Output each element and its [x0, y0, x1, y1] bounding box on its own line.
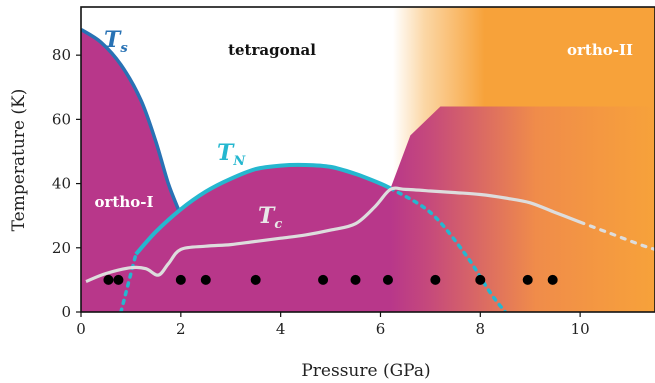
y-tick-label: 20 — [52, 239, 71, 257]
data-point — [350, 274, 361, 285]
curve-label-tn-sub: N — [232, 154, 246, 169]
x-tick-label: 2 — [176, 320, 186, 338]
tc-curve-dashed — [578, 220, 655, 251]
transition-region-fill — [390, 106, 655, 312]
region-label-ortho-ii: ortho-II — [567, 41, 633, 59]
tc-curve — [85, 186, 581, 283]
y-tick-label: 0 — [61, 303, 71, 321]
curve-label-tc-sub: c — [274, 217, 282, 232]
axes: 0 2 4 6 8 10 0 20 40 60 80 — [52, 6, 655, 338]
y-tick-label: 80 — [52, 46, 71, 64]
y-axis-ticks: 0 20 40 60 80 — [52, 46, 81, 321]
data-points-layer — [103, 274, 558, 285]
x-tick-label: 6 — [376, 320, 386, 338]
y-axis-title: Temperature (K) — [9, 89, 29, 232]
data-point — [113, 274, 124, 285]
curve-label-ts: Ts — [104, 27, 128, 56]
data-point — [547, 274, 558, 285]
data-point — [250, 274, 261, 285]
x-tick-label: 0 — [76, 320, 86, 338]
data-point — [103, 274, 114, 285]
curve-label-tn: TN — [217, 140, 246, 169]
tn-curve-dashed-high — [388, 186, 508, 312]
data-point — [522, 274, 533, 285]
data-point — [200, 274, 211, 285]
curve-label-tn-main: T — [217, 140, 235, 166]
curve-label-ts-main: T — [104, 27, 122, 53]
region-label-ortho-i: ortho-I — [95, 193, 154, 211]
curve-label-tc-main: T — [258, 203, 276, 229]
x-tick-label: 4 — [276, 320, 286, 338]
y-tick-label: 60 — [52, 110, 71, 128]
data-point — [475, 274, 486, 285]
tn-curve-dashed-low — [119, 252, 138, 312]
plot-area — [81, 7, 655, 312]
y-tick-label: 40 — [52, 175, 71, 193]
ts-curve — [81, 27, 180, 210]
plot-frame — [80, 6, 655, 313]
x-tick-label: 8 — [476, 320, 486, 338]
data-point — [318, 274, 329, 285]
region-label-tetragonal: tetragonal — [228, 41, 316, 59]
ortho-i-region-fill — [81, 29, 391, 312]
curve-label-tc: Tc — [258, 203, 282, 232]
data-point — [382, 274, 393, 285]
curve-label-ts-sub: s — [120, 41, 128, 56]
x-axis-title: Pressure (GPa) — [301, 361, 430, 381]
tn-curve — [134, 162, 392, 256]
data-point — [175, 274, 186, 285]
curves-layer — [81, 27, 655, 312]
x-axis-ticks: 0 2 4 6 8 10 — [76, 312, 590, 338]
data-point — [430, 274, 441, 285]
x-tick-label: 10 — [571, 320, 590, 338]
